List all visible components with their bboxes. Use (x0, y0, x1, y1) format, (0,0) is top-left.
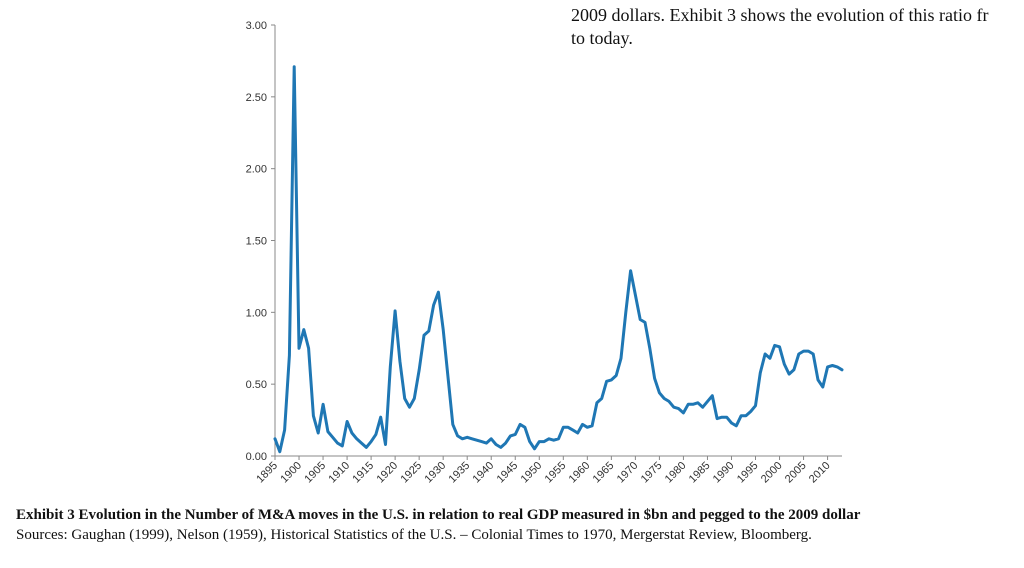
y-tick-label: 0.50 (246, 379, 267, 391)
body-text-line: to today. (571, 28, 633, 48)
body-text-excerpt: 2009 dollars. Exhibit 3 shows the evolut… (571, 4, 1024, 50)
body-text-line: 2009 dollars. Exhibit 3 shows the evolut… (571, 5, 989, 25)
x-tick-label: 2010 (807, 460, 833, 486)
x-tick-label: 1990 (711, 460, 737, 486)
x-tick-label: 1995 (735, 460, 761, 486)
y-axis: 0.00 0.50 1.00 1.50 2.00 2.50 3.00 (246, 20, 276, 463)
y-tick-label: 1.50 (246, 236, 267, 248)
x-tick-label: 2000 (759, 460, 785, 486)
x-tick-label: 1955 (543, 460, 569, 486)
x-tick-label: 1950 (519, 460, 545, 486)
x-tick-label: 1975 (639, 460, 665, 486)
caption-sources: Sources: Gaughan (1999), Nelson (1959), … (16, 527, 812, 543)
x-tick-label: 1915 (350, 460, 376, 486)
x-tick-label: 1920 (374, 460, 400, 486)
x-tick-label: 2005 (783, 460, 809, 486)
x-tick-label: 1905 (302, 460, 328, 486)
x-tick-label: 1930 (423, 460, 449, 486)
x-tick-label: 1965 (591, 460, 617, 486)
y-tick-label: 2.00 (246, 164, 267, 176)
y-tick-label: 1.00 (246, 307, 267, 319)
x-tick-label: 1985 (687, 460, 713, 486)
ma-ratio-line-chart: 0.00 0.50 1.00 1.50 2.00 2.50 3.00 18951900190… (246, 20, 844, 486)
y-tick-label: 0.00 (246, 451, 267, 463)
x-axis: 1895190019051910191519201925193019351940… (254, 455, 842, 486)
x-tick-label: 1900 (278, 460, 304, 486)
x-tick-label: 1910 (326, 460, 352, 486)
y-tick-label: 2.50 (246, 92, 267, 104)
x-tick-label: 1980 (663, 460, 689, 486)
x-tick-label: 1945 (495, 460, 521, 486)
series-layer (273, 65, 844, 454)
figure-caption: Exhibit 3 Evolution in the Number of M&A… (16, 505, 1021, 545)
x-tick-label: 1960 (567, 460, 593, 486)
x-tick-label: 1925 (398, 460, 424, 486)
caption-title: Exhibit 3 Evolution in the Number of M&A… (16, 507, 861, 523)
series-line (273, 65, 844, 454)
x-tick-label: 1970 (615, 460, 641, 486)
x-tick-label: 1895 (254, 460, 280, 486)
y-tick-label: 3.00 (246, 20, 267, 32)
x-tick-label: 1935 (447, 460, 473, 486)
x-tick-label: 1940 (471, 460, 497, 486)
